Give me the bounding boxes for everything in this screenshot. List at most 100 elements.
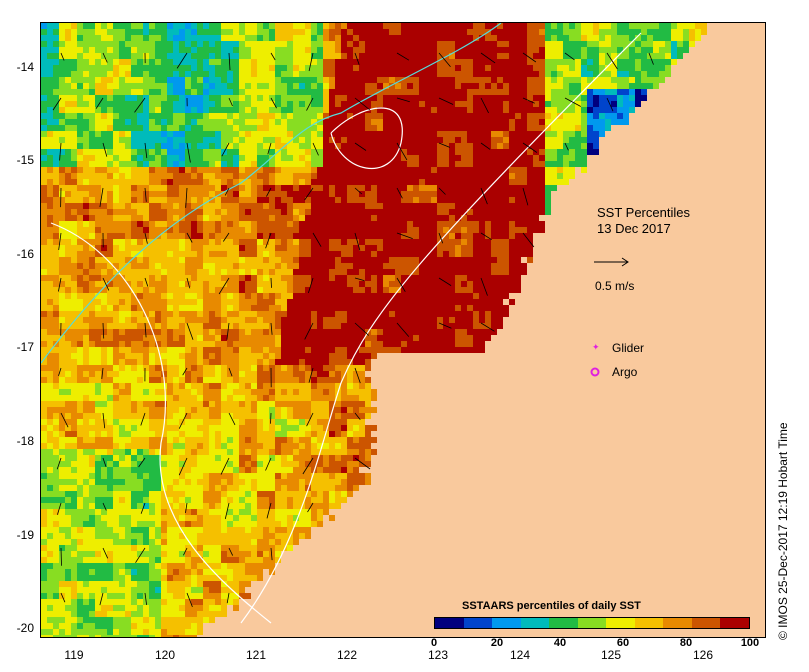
sst-cell bbox=[107, 185, 113, 191]
sst-cell bbox=[305, 287, 311, 293]
sst-cell bbox=[203, 113, 209, 119]
sst-cell bbox=[101, 341, 107, 347]
sst-cell bbox=[605, 29, 611, 35]
sst-cell bbox=[89, 311, 95, 317]
sst-cell bbox=[425, 323, 431, 329]
sst-cell bbox=[551, 95, 557, 101]
sst-cell bbox=[383, 215, 389, 221]
sst-cell bbox=[227, 287, 233, 293]
sst-cell bbox=[473, 167, 479, 173]
sst-cell bbox=[389, 347, 395, 353]
sst-cell bbox=[179, 335, 185, 341]
sst-cell bbox=[197, 95, 203, 101]
sst-cell bbox=[149, 203, 155, 209]
sst-cell bbox=[437, 329, 443, 335]
sst-cell bbox=[449, 143, 455, 149]
sst-cell bbox=[59, 161, 65, 167]
sst-cell bbox=[467, 29, 473, 35]
sst-cell bbox=[335, 179, 341, 185]
sst-cell bbox=[395, 347, 401, 353]
sst-cell bbox=[635, 35, 641, 41]
sst-cell bbox=[179, 329, 185, 335]
sst-cell bbox=[353, 143, 359, 149]
sst-cell bbox=[113, 227, 119, 233]
sst-cell bbox=[89, 245, 95, 251]
sst-cell bbox=[299, 299, 305, 305]
sst-cell bbox=[59, 203, 65, 209]
sst-cell bbox=[431, 107, 437, 113]
sst-cell bbox=[533, 107, 539, 113]
sst-cell bbox=[215, 263, 221, 269]
sst-cell bbox=[527, 167, 533, 173]
sst-cell bbox=[701, 29, 707, 35]
sst-cell bbox=[47, 95, 53, 101]
sst-cell bbox=[461, 125, 467, 131]
sst-cell bbox=[89, 341, 95, 347]
sst-cell bbox=[407, 101, 413, 107]
sst-cell bbox=[359, 239, 365, 245]
sst-cell bbox=[323, 275, 329, 281]
sst-cell bbox=[137, 161, 143, 167]
sst-cell bbox=[257, 215, 263, 221]
sst-cell bbox=[569, 65, 575, 71]
sst-cell bbox=[563, 53, 569, 59]
sst-cell bbox=[161, 161, 167, 167]
sst-cell bbox=[527, 245, 533, 251]
sst-cell bbox=[215, 89, 221, 95]
sst-cell bbox=[53, 305, 59, 311]
sst-cell bbox=[131, 293, 137, 299]
sst-cell bbox=[131, 95, 137, 101]
sst-cell bbox=[239, 29, 245, 35]
sst-cell bbox=[161, 89, 167, 95]
sst-cell bbox=[239, 305, 245, 311]
sst-cell bbox=[509, 197, 515, 203]
sst-cell bbox=[245, 95, 251, 101]
sst-cell bbox=[101, 101, 107, 107]
sst-cell bbox=[47, 119, 53, 125]
sst-cell bbox=[203, 167, 209, 173]
sst-cell bbox=[395, 251, 401, 257]
sst-cell bbox=[245, 167, 251, 173]
sst-cell bbox=[83, 341, 89, 347]
sst-cell bbox=[215, 335, 221, 341]
sst-cell bbox=[269, 251, 275, 257]
sst-cell bbox=[467, 299, 473, 305]
sst-cell bbox=[173, 179, 179, 185]
sst-cell bbox=[131, 137, 137, 143]
sst-cell bbox=[245, 41, 251, 47]
sst-cell bbox=[275, 143, 281, 149]
sst-cell bbox=[377, 221, 383, 227]
sst-cell bbox=[437, 281, 443, 287]
sst-cell bbox=[419, 203, 425, 209]
sst-cell bbox=[311, 41, 317, 47]
sst-cell bbox=[71, 143, 77, 149]
sst-cell bbox=[629, 101, 635, 107]
sst-cell bbox=[209, 251, 215, 257]
sst-cell bbox=[497, 125, 503, 131]
sst-cell bbox=[335, 209, 341, 215]
sst-cell bbox=[131, 221, 137, 227]
sst-cell bbox=[551, 125, 557, 131]
sst-cell bbox=[473, 293, 479, 299]
sst-cell bbox=[353, 269, 359, 275]
sst-cell bbox=[419, 35, 425, 41]
sst-cell bbox=[503, 89, 509, 95]
sst-cell bbox=[215, 287, 221, 293]
sst-cell bbox=[377, 293, 383, 299]
sst-cell bbox=[311, 83, 317, 89]
sst-cell bbox=[371, 197, 377, 203]
sst-cell bbox=[353, 23, 359, 29]
sst-cell bbox=[371, 23, 377, 29]
sst-cell bbox=[485, 203, 491, 209]
sst-cell bbox=[191, 335, 197, 341]
sst-cell bbox=[89, 59, 95, 65]
sst-cell bbox=[473, 53, 479, 59]
sst-cell bbox=[587, 137, 593, 143]
sst-cell bbox=[101, 245, 107, 251]
sst-cell bbox=[323, 239, 329, 245]
sst-cell bbox=[503, 47, 509, 53]
sst-cell bbox=[443, 83, 449, 89]
sst-cell bbox=[491, 131, 497, 137]
sst-cell bbox=[491, 125, 497, 131]
sst-cell bbox=[179, 239, 185, 245]
